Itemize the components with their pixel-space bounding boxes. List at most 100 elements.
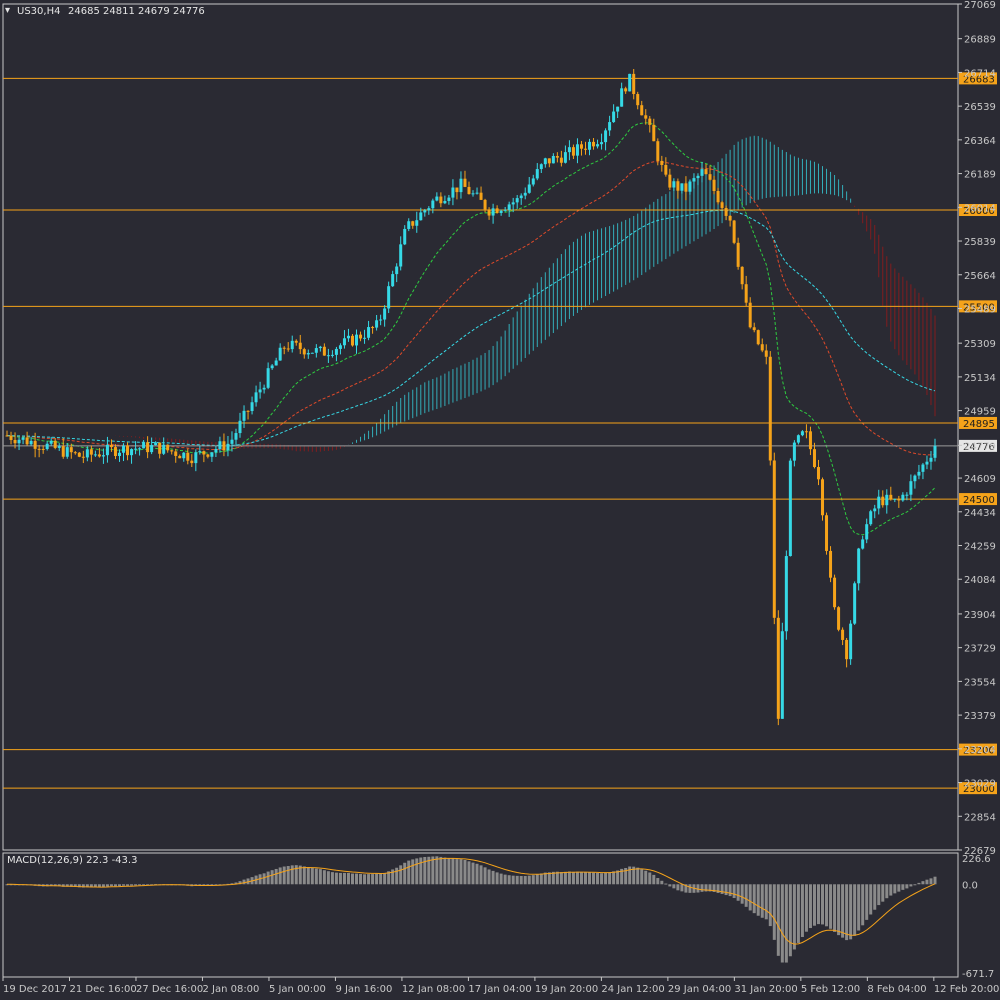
candle-body [579,144,583,149]
candle-body [833,577,837,608]
candle [668,168,672,191]
candle-body [258,389,262,393]
candle-body [278,347,282,361]
price-tick-label: 24259 [964,542,996,553]
candle [519,193,523,205]
candle-body [403,228,407,245]
macd-bar [290,865,294,885]
candle [748,297,752,329]
macd-bar [511,875,515,885]
candle [53,437,57,450]
candle-body [439,196,443,204]
macd-bar [359,873,363,885]
price-tick-label: 24959 [964,407,996,418]
candle [266,362,270,390]
macd-bar [865,884,869,920]
candle-body [234,433,238,440]
candle-body [632,73,636,95]
candle [688,179,692,195]
candle-body [13,439,17,444]
candle [764,344,768,365]
price-tick-label: 26539 [964,102,996,113]
candle [608,115,612,136]
candle-body [174,451,178,456]
candle-body [684,183,688,192]
candle [575,138,579,164]
macd-bar [274,868,278,885]
candle [338,343,342,355]
price-tick-label: 23729 [964,644,996,655]
candle-body [122,445,126,453]
candle-body [218,441,222,450]
macd-bar [833,884,837,932]
candle-body [555,155,559,158]
macd-bar [917,882,921,885]
candle-body [282,347,286,349]
candle-body [467,186,471,195]
menu-triangle-icon[interactable]: ▾ [5,5,10,16]
candle [479,186,483,201]
candle [841,627,845,646]
macd-bar [523,876,527,885]
candle [375,315,379,331]
candle-body [660,160,664,165]
candle [17,437,21,451]
macd-bar [467,861,471,885]
macd-bar [109,884,113,887]
candle-body [93,454,97,456]
macd-bar [808,884,812,929]
macd-bar [101,884,105,888]
candle [37,444,41,458]
candle [873,504,877,519]
macd-bar [567,871,571,885]
candle-body [33,440,37,449]
candle [178,454,182,459]
candle-body [592,141,596,147]
candle [69,443,73,459]
candle [25,431,29,446]
time-tick-label: 24 Jan 12:00 [601,984,664,995]
candle [286,342,290,352]
candle-body [298,342,302,350]
candle [431,198,435,214]
macd-label: MACD(12,26,9) 22.3 -43.3 [7,855,137,866]
candle-body [668,174,672,188]
candle-body [816,467,820,480]
macd-bar [531,875,535,885]
macd-bar [503,874,507,885]
candle-body [812,449,816,468]
candle [596,139,600,149]
candle [551,153,555,164]
candle [736,237,740,270]
macd-bar [881,884,885,902]
macd-bar [849,884,853,940]
candle [720,200,724,210]
candle-body [459,178,463,193]
candle [547,158,551,168]
candle [342,330,346,349]
candle [716,187,720,205]
macd-bar [142,884,146,886]
macd-bar [877,884,881,906]
candle-body [342,338,346,346]
candle-body [89,449,93,455]
candle [664,157,668,177]
candle-body [917,471,921,476]
candle-body [511,202,515,205]
level-tag [959,204,997,217]
candle [636,91,640,110]
macd-bar [234,882,238,885]
candle-body [266,368,270,388]
candle-body [845,639,849,660]
macd-bar [246,878,250,885]
candle [109,439,113,452]
candle-body [395,266,399,275]
candle-body [708,174,712,180]
candle-body [479,192,483,200]
macd-bar [648,872,652,885]
candle-body [117,452,121,456]
candle-body [138,448,142,450]
candle-body [471,193,475,195]
time-tick-label: 8 Feb 04:00 [867,984,926,995]
candle-body [724,207,728,216]
